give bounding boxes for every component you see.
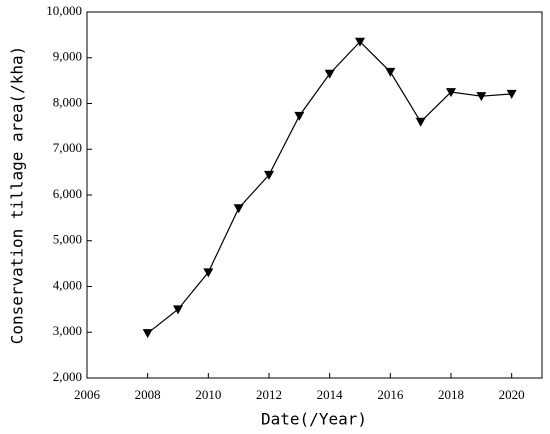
x-tick-label: 2014 <box>317 387 344 402</box>
y-tick-label: 6,000 <box>53 186 82 201</box>
marker <box>476 92 487 102</box>
plot-frame <box>86 11 543 379</box>
marker <box>294 111 305 121</box>
marker <box>385 67 396 77</box>
marker <box>233 204 244 214</box>
y-tick-label: 7,000 <box>53 140 82 155</box>
x-tick-label: 2016 <box>377 387 404 402</box>
x-tick-label: 2012 <box>256 387 282 402</box>
marker <box>264 170 274 180</box>
x-tick-label: 2008 <box>135 387 161 402</box>
marker <box>324 69 335 79</box>
marker <box>173 305 183 315</box>
y-axis-title: Conservation tillage area(/kha) <box>8 46 27 345</box>
y-tick-label: 9,000 <box>53 49 82 64</box>
y-tick-label: 3,000 <box>53 323 82 338</box>
marker <box>446 88 456 98</box>
marker <box>506 89 517 99</box>
marker <box>142 329 153 339</box>
x-tick-label: 2018 <box>438 387 464 402</box>
y-tick-label: 2,000 <box>53 369 82 384</box>
x-tick-label: 2010 <box>195 387 221 402</box>
x-tick-label: 2020 <box>499 387 525 402</box>
line <box>147 40 512 334</box>
x-axis-title: Date(/Year) <box>261 410 367 429</box>
y-tick-label: 10,000 <box>46 3 82 18</box>
y-tick-label: 8,000 <box>53 94 82 109</box>
y-tick-label: 4,000 <box>53 277 82 292</box>
marker <box>415 117 426 127</box>
marker <box>203 268 214 278</box>
marker <box>355 37 365 47</box>
x-tick-label: 2006 <box>74 387 101 402</box>
y-tick-label: 5,000 <box>53 232 82 247</box>
